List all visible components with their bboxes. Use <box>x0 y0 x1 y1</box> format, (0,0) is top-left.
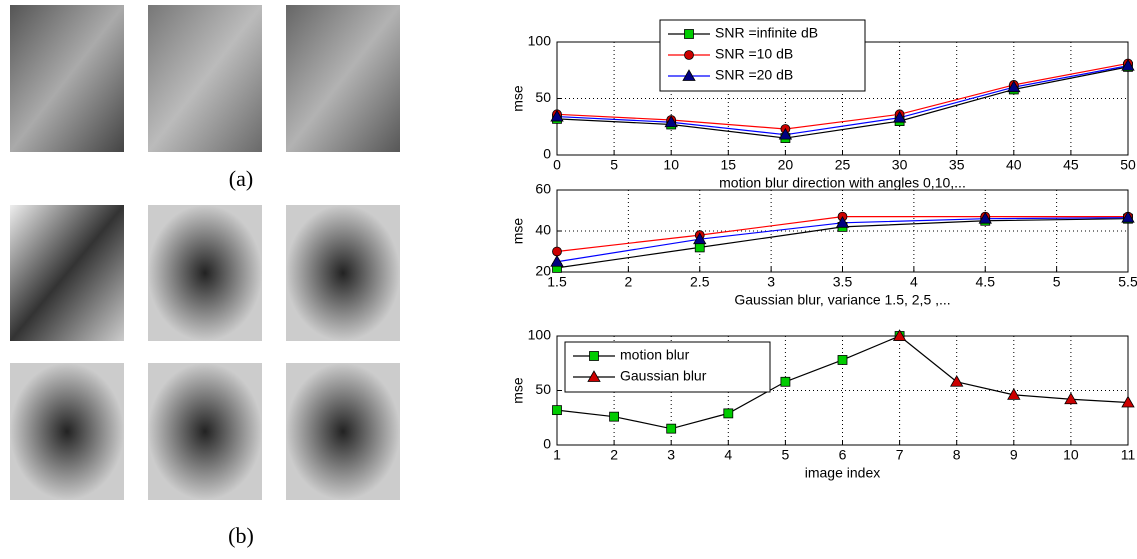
marker <box>1121 395 1135 408</box>
x-axis-label: motion blur direction with angles 0,10,.… <box>719 175 966 191</box>
y-tick-label: 100 <box>528 33 552 49</box>
x-tick-label: 45 <box>1063 157 1079 173</box>
x-tick-label: 9 <box>1010 447 1018 463</box>
y-axis-label: mse <box>510 377 526 404</box>
marker <box>892 329 907 341</box>
x-tick-label: 4.5 <box>976 274 996 290</box>
legend-marker <box>587 370 601 382</box>
image <box>286 5 400 152</box>
image <box>148 363 262 500</box>
marker <box>1007 80 1021 93</box>
y-tick-label: 20 <box>535 263 551 279</box>
marker <box>693 232 707 245</box>
x-tick-label: 2 <box>610 447 618 463</box>
marker <box>723 408 734 419</box>
image <box>148 205 262 341</box>
x-tick-label: 25 <box>835 157 851 173</box>
y-tick-label: 50 <box>535 89 551 105</box>
x-tick-label: 4 <box>910 274 918 290</box>
marker <box>837 355 848 365</box>
x-tick-label: 7 <box>896 447 904 463</box>
image-grid-b <box>10 205 400 500</box>
panel-label: (a) <box>229 166 253 191</box>
marker <box>950 374 964 387</box>
legend-label: SNR =10 dB <box>715 46 793 62</box>
x-tick-label: 1.5 <box>547 274 567 290</box>
x-tick-label: 20 <box>778 157 794 173</box>
marker <box>1064 392 1078 405</box>
image <box>286 363 400 500</box>
legend-label: SNR =20 dB <box>715 67 793 83</box>
x-tick-label: 10 <box>1063 447 1079 463</box>
y-tick-label: 0 <box>543 436 551 452</box>
image <box>286 205 400 341</box>
legend-marker <box>684 29 694 39</box>
image <box>10 205 124 341</box>
legend-marker <box>684 50 694 60</box>
x-tick-label: 2 <box>624 274 632 290</box>
legend-marker <box>682 69 696 81</box>
marker <box>666 423 677 434</box>
y-axis-label: mse <box>510 218 526 245</box>
x-tick-label: 4 <box>724 447 732 463</box>
panel-label: (b) <box>228 523 254 548</box>
x-axis-label: image index <box>805 465 881 481</box>
marker <box>550 109 564 122</box>
x-tick-label: 8 <box>953 447 961 463</box>
x-tick-label: 30 <box>892 157 908 173</box>
marker <box>892 110 907 123</box>
marker <box>1007 388 1021 400</box>
marker <box>694 242 705 253</box>
x-tick-label: 50 <box>1120 157 1136 173</box>
y-tick-label: 40 <box>535 222 551 238</box>
x-tick-label: 40 <box>1006 157 1022 173</box>
x-axis-label: Gaussian blur, variance 1.5, 2,5 ,... <box>734 292 950 308</box>
marker <box>664 115 678 128</box>
x-tick-label: 2.5 <box>690 274 710 290</box>
marker <box>835 215 850 228</box>
x-tick-label: 5 <box>782 447 790 463</box>
y-tick-label: 0 <box>543 146 551 162</box>
image-grid-a <box>10 5 400 152</box>
y-tick-label: 100 <box>528 327 552 343</box>
x-tick-label: 10 <box>663 157 679 173</box>
marker <box>550 254 564 267</box>
y-tick-label: 60 <box>535 181 551 197</box>
series-line <box>556 62 1129 130</box>
x-tick-label: 35 <box>949 157 965 173</box>
marker <box>609 411 619 422</box>
marker <box>1121 58 1135 71</box>
image <box>10 363 124 500</box>
marker <box>552 405 562 416</box>
x-tick-label: 3.5 <box>833 274 853 290</box>
series-line <box>556 65 1129 136</box>
legend-label: SNR =infinite dB <box>715 25 818 41</box>
x-tick-label: 3 <box>767 274 775 290</box>
marker <box>552 246 562 257</box>
x-tick-label: 1 <box>553 447 561 463</box>
x-tick-label: 0 <box>553 157 561 173</box>
x-tick-label: 5.5 <box>1118 274 1137 290</box>
marker <box>978 211 992 224</box>
series-line <box>556 66 1129 139</box>
image <box>148 5 262 152</box>
x-tick-label: 5 <box>1053 274 1061 290</box>
x-tick-label: 11 <box>1121 447 1136 463</box>
marker <box>778 127 793 140</box>
x-tick-label: 15 <box>721 157 737 173</box>
legend-marker <box>589 351 599 361</box>
y-axis-label: mse <box>510 85 526 112</box>
legend-label: Gaussian blur <box>620 368 707 384</box>
marker <box>780 376 791 387</box>
image <box>10 5 124 152</box>
y-tick-label: 50 <box>535 381 551 397</box>
x-tick-label: 5 <box>610 157 618 173</box>
x-tick-label: 6 <box>839 447 847 463</box>
legend-label: motion blur <box>620 347 690 363</box>
marker <box>1121 210 1135 223</box>
x-tick-label: 3 <box>667 447 675 463</box>
legend <box>564 341 771 393</box>
